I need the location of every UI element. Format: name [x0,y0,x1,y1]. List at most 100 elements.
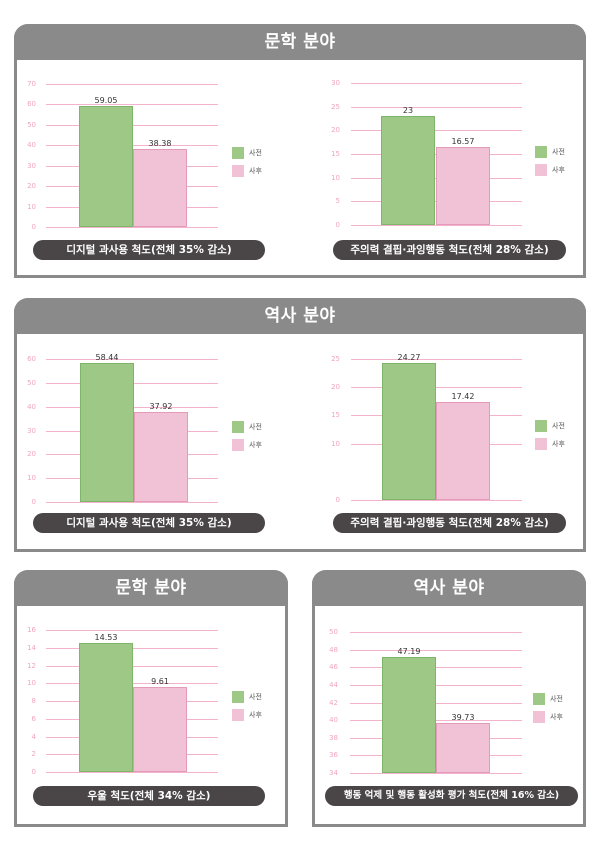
y-axis-tick-label: 44 [329,681,338,689]
chart-caption-pill: 행동 억제 및 행동 활성화 평가 척도(전체 16% 감소) [325,786,578,806]
legend-item-pre: 사전 [535,145,565,159]
y-axis-tick-label: 30 [27,162,36,170]
y-axis-tick-label: 10 [331,174,340,182]
gridline [351,83,522,84]
y-axis-tick-label: 36 [329,751,338,759]
y-axis-tick-label: 2 [31,750,36,758]
gridline [46,772,218,773]
y-axis-tick-label: 30 [331,79,340,87]
panel-title: 역사 분야 [312,570,586,606]
legend-item-post: 사후 [535,163,565,177]
y-axis-tick-label: 70 [27,80,36,88]
chart-caption-pill: 주의력 결핍·과잉행동 척도(전체 28% 감소) [333,513,566,533]
panel-history-middle: 역사 분야 [14,298,586,552]
legend-label: 사후 [249,167,262,175]
y-axis-tick-label: 10 [27,679,36,687]
y-axis-tick-label: 30 [27,427,36,435]
gridline [350,703,522,704]
y-axis-tick-label: 40 [27,141,36,149]
bar-post [436,402,490,500]
y-axis-tick-label: 5 [335,197,340,205]
legend-label: 사전 [550,695,563,703]
gridline [46,227,218,228]
y-axis-tick-label: 0 [335,496,340,504]
legend-swatch-pre [232,147,244,159]
y-axis-tick-label: 15 [331,411,340,419]
bar-pre [382,363,436,500]
legend-item-post: 사후 [533,710,563,724]
y-axis-tick-label: 50 [27,379,36,387]
bar-value-label: 59.05 [94,96,118,105]
legend-label: 사후 [249,711,262,719]
y-axis-tick-label: 50 [329,628,338,636]
legend-swatch-pre [232,691,244,703]
legend-swatch-post [232,439,244,451]
bar-pre [381,116,435,225]
legend-label: 사전 [552,148,565,156]
y-axis-tick-label: 40 [329,716,338,724]
y-axis-tick-label: 25 [331,103,340,111]
y-axis-tick-label: 20 [27,450,36,458]
bar-pre [382,657,436,773]
legend-item-pre: 사전 [232,690,262,704]
bar-pre [79,643,133,772]
bar-post [134,412,188,502]
bar-value-label: 39.73 [451,713,475,722]
bar-value-label: 23 [402,106,414,115]
bar-post [133,687,187,772]
legend-label: 사후 [550,713,563,721]
panel-title: 문학 분야 [14,24,586,60]
legend-label: 사후 [249,441,262,449]
legend-swatch-pre [232,421,244,433]
y-axis-tick-label: 10 [331,440,340,448]
legend-item-pre: 사전 [533,692,563,706]
y-axis-tick-label: 15 [331,150,340,158]
gridline [351,107,522,108]
legend-item-post: 사후 [535,437,565,451]
legend-swatch-post [533,711,545,723]
chart-caption-pill: 주의력 결핍·과잉행동 척도(전체 28% 감소) [333,240,566,260]
y-axis-tick-label: 40 [27,403,36,411]
legend-label: 사전 [249,423,262,431]
legend-item-post: 사후 [232,164,262,178]
gridline [351,500,522,501]
gridline [350,632,522,633]
bar-post [436,147,490,225]
legend-label: 사전 [249,149,262,157]
legend-swatch-post [232,709,244,721]
y-axis-tick-label: 14 [27,644,36,652]
y-axis-tick-label: 42 [329,699,338,707]
legend: 사전 사후 [535,419,565,455]
y-axis-tick-label: 6 [31,715,36,723]
gridline [46,359,218,360]
legend-label: 사전 [249,693,262,701]
y-axis-tick-label: 10 [27,203,36,211]
y-axis-tick-label: 20 [331,383,340,391]
legend-swatch-pre [533,693,545,705]
y-axis-tick-label: 38 [329,734,338,742]
y-axis-tick-label: 20 [27,182,36,190]
bar-value-label: 37.92 [149,402,173,411]
bar-value-label: 38.38 [148,139,172,148]
legend-swatch-pre [535,146,547,158]
y-axis-tick-label: 8 [31,697,36,705]
gridline [46,104,218,105]
legend-item-pre: 사전 [232,420,262,434]
gridline [350,667,522,668]
y-axis-tick-label: 50 [27,121,36,129]
legend-swatch-post [535,164,547,176]
y-axis-tick-label: 0 [31,498,36,506]
panel-title: 역사 분야 [14,298,586,334]
legend-label: 사후 [552,440,565,448]
y-axis-tick-label: 34 [329,769,338,777]
legend-swatch-post [535,438,547,450]
legend-swatch-post [232,165,244,177]
bar-value-label: 14.53 [94,633,118,642]
gridline [46,502,218,503]
legend-label: 사후 [552,166,565,174]
gridline [350,650,522,651]
bar-pre [79,106,133,227]
